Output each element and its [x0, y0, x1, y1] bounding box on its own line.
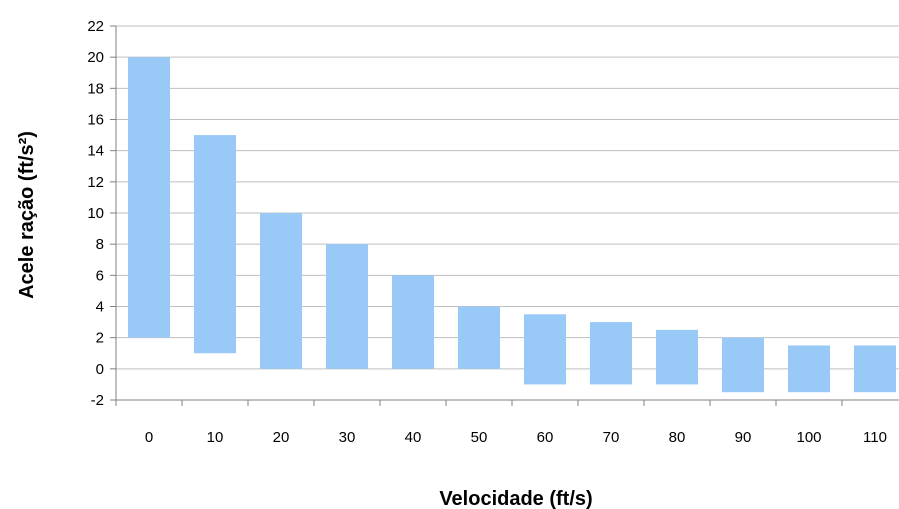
x-tick-label: 110	[863, 429, 887, 446]
bar-60	[524, 314, 566, 385]
y-tick-label: 12	[87, 174, 104, 191]
x-tick-label: 80	[669, 429, 686, 446]
y-tick-label: 20	[87, 49, 104, 66]
gridlines	[116, 25, 899, 401]
y-tick-label: 6	[96, 267, 104, 284]
bar-20	[260, 213, 302, 369]
x-tick-label: 0	[145, 429, 153, 446]
y-tick-label: 8	[96, 236, 104, 253]
y-tick-label: 16	[87, 112, 104, 129]
bar-10	[194, 135, 236, 354]
x-tick-label: 60	[537, 429, 554, 446]
x-tick-label: 100	[796, 429, 821, 446]
y-axis-title: Acele ração (ft/s²)	[16, 131, 38, 299]
tick-labels: -2 0 2 4 6 8 10 12 14 16 18 20 22 0 10 20 30 40 50 60 70 80 90…	[87, 18, 887, 446]
bar-70	[590, 322, 632, 385]
x-tick-label: 20	[273, 429, 290, 446]
x-axis-title: Velocidade (ft/s)	[439, 488, 592, 509]
bar-30	[326, 244, 368, 369]
bar-80	[656, 329, 698, 385]
bar-110	[854, 345, 896, 393]
bar-50	[458, 306, 500, 369]
x-tick-label: 10	[207, 429, 224, 446]
bar-40	[392, 275, 434, 369]
x-tick-label: 30	[339, 429, 356, 446]
x-tick-label: 50	[471, 429, 488, 446]
x-tick-label: 40	[405, 429, 422, 446]
y-tick-label: 10	[87, 205, 104, 222]
x-tick-label: 70	[603, 429, 620, 446]
y-tick-label: 4	[96, 299, 104, 316]
bar-0	[128, 57, 170, 338]
x-tick-label: 90	[735, 429, 752, 446]
bars	[128, 57, 896, 393]
y-tick-label: 18	[87, 80, 104, 97]
y-tick-label: -2	[91, 392, 104, 409]
axes	[110, 25, 899, 406]
y-tick-label: 2	[96, 330, 104, 347]
bar-90	[722, 337, 764, 393]
bar-100	[788, 345, 830, 393]
y-tick-label: 0	[96, 361, 104, 378]
y-tick-label: 14	[87, 143, 104, 160]
y-tick-label: 22	[87, 18, 104, 35]
